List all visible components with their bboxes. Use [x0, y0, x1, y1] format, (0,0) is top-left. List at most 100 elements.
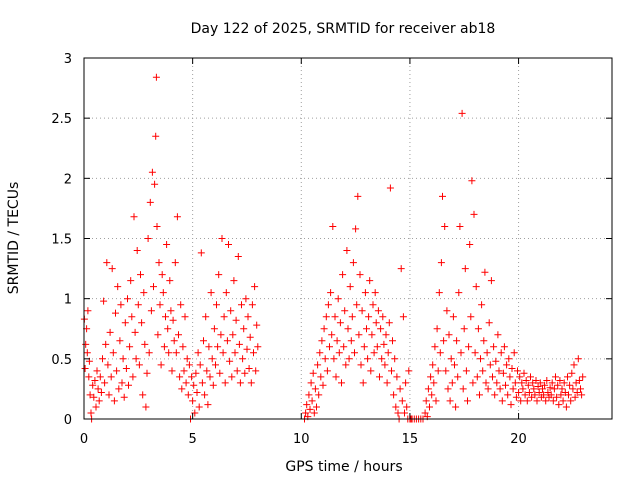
- data-point: [441, 223, 449, 230]
- data-point: [114, 283, 122, 291]
- data-point: [379, 313, 387, 321]
- data-point: [81, 365, 89, 372]
- data-point: [547, 391, 555, 399]
- data-point: [365, 313, 373, 321]
- data-point: [241, 369, 249, 377]
- data-point: [140, 289, 148, 297]
- data-point: [440, 337, 448, 345]
- data-point: [352, 225, 360, 233]
- data-point: [314, 361, 322, 369]
- data-point: [388, 367, 395, 375]
- data-point: [430, 379, 438, 387]
- data-point: [209, 381, 217, 389]
- y-tick-label: 0: [64, 413, 72, 428]
- data-point: [152, 132, 160, 140]
- y-tick-label: 1: [64, 293, 72, 308]
- data-point: [320, 325, 328, 333]
- data-point: [335, 349, 343, 357]
- data-point: [131, 328, 139, 336]
- axis-ticks: [83, 57, 612, 420]
- data-point: [571, 393, 579, 401]
- data-point: [504, 391, 512, 399]
- data-point: [369, 301, 377, 309]
- data-point: [460, 325, 468, 333]
- data-point: [225, 241, 232, 248]
- data-point: [251, 283, 259, 291]
- data-point: [447, 355, 455, 363]
- data-point: [508, 365, 516, 372]
- data-point: [454, 373, 462, 381]
- data-point: [198, 379, 206, 387]
- data-point: [217, 331, 225, 339]
- data-point: [427, 373, 435, 381]
- data-point: [231, 349, 239, 357]
- data-point: [520, 369, 528, 377]
- data-point: [456, 223, 464, 230]
- data-point: [143, 369, 151, 377]
- data-point: [357, 361, 365, 369]
- data-point: [302, 409, 310, 417]
- data-point: [565, 391, 572, 399]
- data-point: [83, 349, 91, 357]
- x-axis-title: GPS time / hours: [285, 459, 402, 475]
- data-point: [361, 289, 369, 297]
- data-point: [522, 377, 530, 384]
- data-point: [569, 385, 577, 393]
- data-point: [489, 373, 496, 381]
- data-point: [188, 373, 196, 381]
- data-point: [345, 355, 353, 363]
- data-point: [437, 259, 445, 267]
- data-point: [560, 379, 568, 387]
- data-point: [351, 349, 358, 357]
- data-point: [90, 393, 98, 401]
- data-point: [498, 397, 506, 405]
- x-tick-label: 5: [189, 432, 197, 447]
- data-point: [494, 331, 502, 339]
- data-point: [89, 381, 97, 389]
- data-point: [509, 385, 517, 393]
- data-point: [462, 367, 470, 375]
- data-point: [436, 349, 444, 357]
- data-point: [484, 385, 492, 393]
- data-point: [189, 397, 197, 405]
- data-point: [105, 391, 113, 399]
- data-point: [207, 289, 215, 297]
- data-point: [329, 223, 337, 230]
- data-point: [518, 379, 526, 387]
- data-point: [470, 210, 478, 218]
- data-point: [144, 235, 152, 242]
- data-point: [525, 389, 533, 396]
- data-point: [486, 361, 494, 369]
- data-point: [446, 397, 454, 405]
- data-point: [117, 301, 125, 309]
- data-point: [458, 109, 466, 117]
- data-point: [558, 385, 566, 393]
- data-point: [384, 349, 392, 357]
- data-point: [154, 331, 162, 339]
- data-point: [185, 361, 193, 369]
- data-point: [204, 401, 212, 409]
- data-point: [182, 379, 190, 387]
- data-point: [578, 391, 586, 399]
- data-point: [383, 379, 391, 387]
- data-point: [214, 343, 222, 351]
- data-point: [238, 301, 245, 309]
- data-point: [331, 313, 339, 321]
- data-point: [527, 373, 534, 381]
- data-point: [360, 343, 368, 351]
- data-point: [139, 391, 147, 399]
- data-point: [503, 361, 511, 369]
- data-point: [101, 379, 109, 387]
- data-point: [448, 379, 456, 387]
- data-point: [310, 409, 318, 417]
- data-point: [338, 379, 345, 387]
- data-point: [122, 365, 130, 372]
- data-point: [179, 343, 187, 351]
- data-point: [180, 367, 188, 375]
- data-point: [181, 313, 189, 321]
- data-point: [87, 409, 95, 417]
- data-point: [326, 343, 333, 351]
- data-point: [311, 385, 319, 393]
- data-point: [367, 367, 375, 375]
- data-point: [177, 301, 185, 309]
